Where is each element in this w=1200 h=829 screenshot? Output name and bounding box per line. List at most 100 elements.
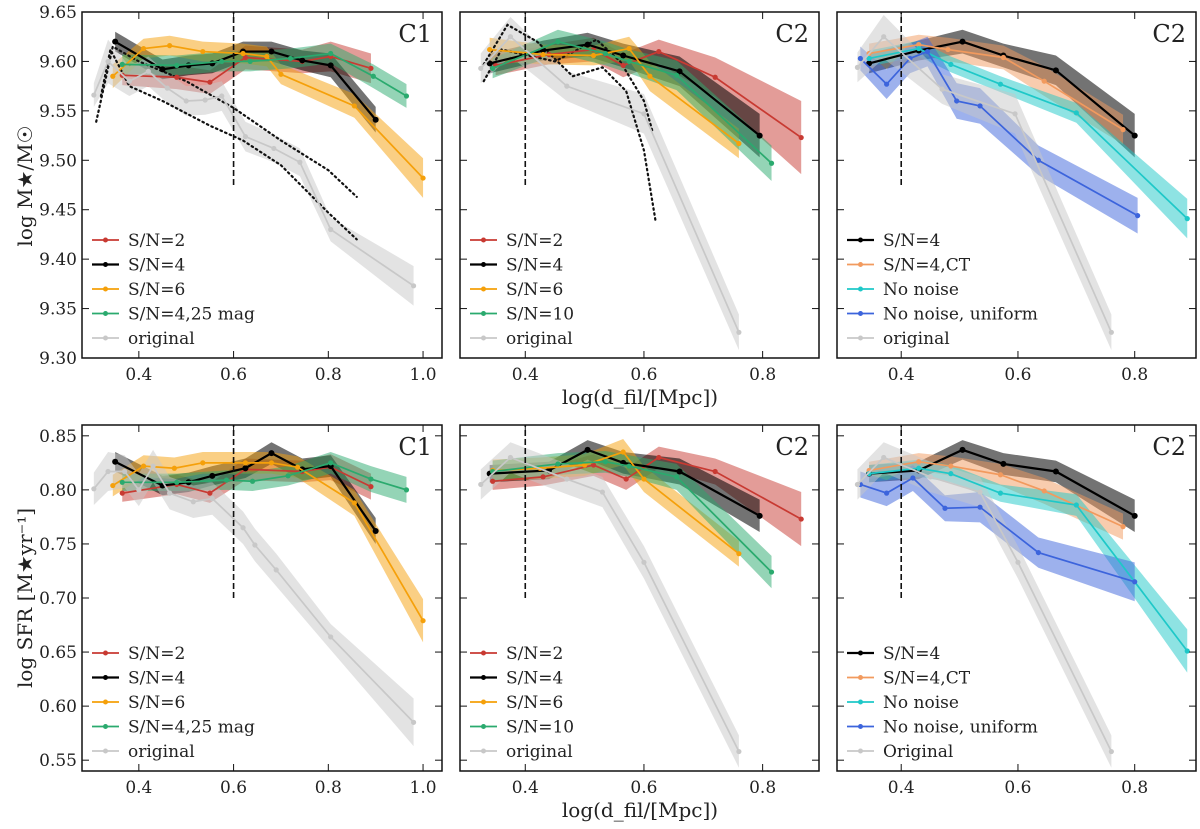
x-tick-label: 0.6 — [220, 778, 247, 798]
y-tick-label: 9.60 — [39, 52, 77, 72]
legend-item: No noise — [847, 693, 959, 713]
data-point-no-noise — [948, 471, 954, 477]
data-point-s-n-6 — [487, 46, 493, 53]
axes-frame — [836, 11, 1197, 359]
data-point-s-n-4-25-mag — [368, 476, 374, 482]
series-line-s-n-6 — [489, 47, 740, 145]
series-line-no-noise-uniform — [859, 50, 1139, 217]
legend-item: S/N=4 — [470, 256, 563, 276]
data-point-s-n-6 — [582, 462, 588, 468]
legend-label: S/N=4 — [883, 231, 940, 251]
data-point-s-n-4 — [676, 68, 683, 75]
data-point-original — [190, 499, 196, 505]
legend-label: S/N=2 — [128, 231, 185, 251]
data-point-s-n-2 — [590, 462, 597, 468]
data-point-s-n-4-25-mag — [219, 58, 225, 65]
panel-tag: C2 — [1152, 20, 1186, 48]
data-point-s-n-4-25-mag — [174, 62, 180, 68]
data-point-s-n-4-25-mag — [403, 93, 410, 99]
legend-marker — [858, 286, 863, 292]
legend-marker — [858, 650, 863, 656]
data-point-s-n-4 — [959, 38, 966, 45]
data-point-s-n-2 — [712, 468, 718, 475]
legend-label: No noise — [883, 693, 959, 713]
error-band-s-n-4-25-mag — [122, 43, 407, 108]
legend-marker — [858, 748, 863, 754]
legend: S/N=4 S/N=4,CT No noise No noise, uniform or… — [847, 231, 1038, 349]
data-point-original — [881, 454, 887, 461]
legend-label: S/N=6 — [506, 693, 563, 713]
data-point-original — [273, 567, 279, 573]
data-point-s-n-10 — [626, 58, 632, 65]
data-point-s-n-4 — [1052, 67, 1059, 74]
legend-label: S/N=6 — [128, 693, 185, 713]
legend-item: original — [847, 329, 950, 349]
data-point-s-n-4-25-mag — [370, 73, 376, 79]
data-point-s-n-4 — [959, 446, 966, 453]
data-point-original — [328, 634, 334, 640]
x-tick-label: 0.6 — [630, 778, 657, 798]
legend-marker — [103, 311, 108, 316]
legend-label: No noise, uniform — [883, 718, 1038, 738]
data-point-s-n-6 — [278, 71, 284, 77]
data-point-s-n-6 — [268, 460, 275, 466]
data-point-s-n-6 — [540, 51, 546, 58]
y-tick-label: 0.80 — [39, 481, 77, 501]
legend-marker — [858, 675, 863, 680]
legend-item: original — [92, 329, 195, 349]
legend-item: original — [92, 742, 195, 762]
data-point-original — [145, 68, 151, 74]
data-point-s-n-4-ct — [1120, 127, 1126, 133]
data-point-original — [219, 93, 225, 99]
data-point-s-n-6 — [171, 465, 177, 471]
y-tick-label: 0.70 — [39, 589, 77, 609]
panel-top-middle: 0.4 0.6 0.8 C2 S/N=2 S/N=4 S/N=6 S/N=10 original — [459, 11, 820, 385]
series-line-s-n-4 — [489, 448, 761, 517]
y-tick-label: 0.65 — [39, 643, 77, 663]
data-point-no-noise-uniform — [1035, 549, 1041, 556]
legend-label: No noise — [883, 280, 959, 300]
y-tick-label: 0.55 — [39, 751, 77, 771]
data-point-original — [939, 86, 945, 92]
data-point-s-n-4 — [1131, 132, 1138, 139]
data-point-s-n-4-25-mag — [328, 460, 334, 466]
data-point-s-n-4-ct — [1041, 78, 1047, 84]
data-point-s-n-4-ct — [1041, 488, 1047, 494]
legend-label: S/N=6 — [506, 280, 563, 300]
data-point-s-n-4-25-mag — [287, 55, 294, 62]
error-band-original — [857, 442, 1112, 768]
data-point-original — [105, 468, 111, 475]
series-line-s-n-4-25-mag — [122, 52, 407, 97]
legend-marker — [103, 675, 108, 680]
series-line-original — [480, 456, 740, 752]
data-point-s-n-2 — [798, 516, 804, 522]
data-point-original — [91, 92, 97, 98]
data-point-original — [736, 329, 742, 335]
y-tick-label: 0.60 — [39, 697, 77, 717]
data-point-s-n-2 — [540, 474, 546, 480]
data-point-s-n-10 — [673, 474, 680, 480]
series-line-original — [856, 456, 1113, 752]
data-point-s-n-6 — [242, 460, 249, 466]
data-point-s-n-2 — [656, 48, 662, 55]
legend-item: S/N=4 — [92, 256, 185, 276]
data-point-original — [252, 542, 258, 548]
data-point-s-n-6 — [620, 449, 626, 455]
x-tick-label: 0.4 — [512, 365, 539, 385]
y-tick-label: 0.85 — [39, 427, 77, 447]
data-point-s-n-2 — [207, 79, 213, 85]
series-line-s-n-10 — [492, 40, 773, 164]
data-point-s-n-2 — [119, 490, 125, 496]
y-tick-label: 9.65 — [39, 3, 77, 23]
legend-marker — [481, 724, 486, 729]
legend-item: Original — [847, 742, 953, 762]
plot-area — [91, 12, 426, 306]
legend-label: S/N=6 — [128, 280, 185, 300]
data-point-no-noise — [916, 465, 922, 471]
data-point-s-n-4-ct — [1120, 524, 1126, 530]
data-point-no-noise — [1073, 502, 1079, 508]
data-point-s-n-4 — [242, 465, 249, 472]
data-point-no-noise-uniform — [954, 98, 960, 104]
x-tick-label: 0.4 — [125, 365, 152, 385]
